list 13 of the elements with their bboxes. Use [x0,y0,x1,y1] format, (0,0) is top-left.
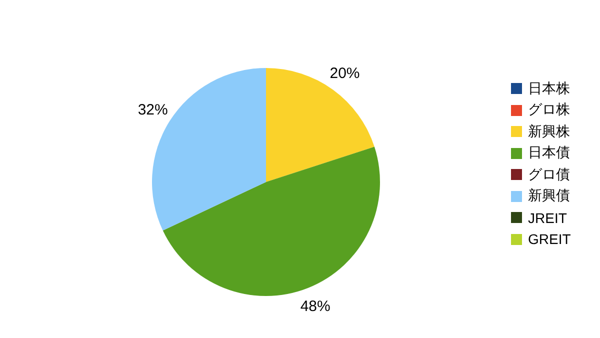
legend-label: 新興債 [528,187,570,206]
legend-label: 日本債 [528,144,570,162]
legend-label: グロ株 [528,101,570,120]
legend-label: 新興株 [528,122,570,141]
data-label: 20% [330,65,360,82]
legend-label: 日本株 [528,80,570,98]
data-label: 48% [300,298,330,316]
legend-label: GREIT [528,231,571,248]
legend-label: グロ債 [528,166,570,184]
data-label: 32% [138,102,168,119]
pie-slice [266,68,374,182]
pie-slice [162,146,380,296]
legend-label: JREIT [528,210,567,226]
